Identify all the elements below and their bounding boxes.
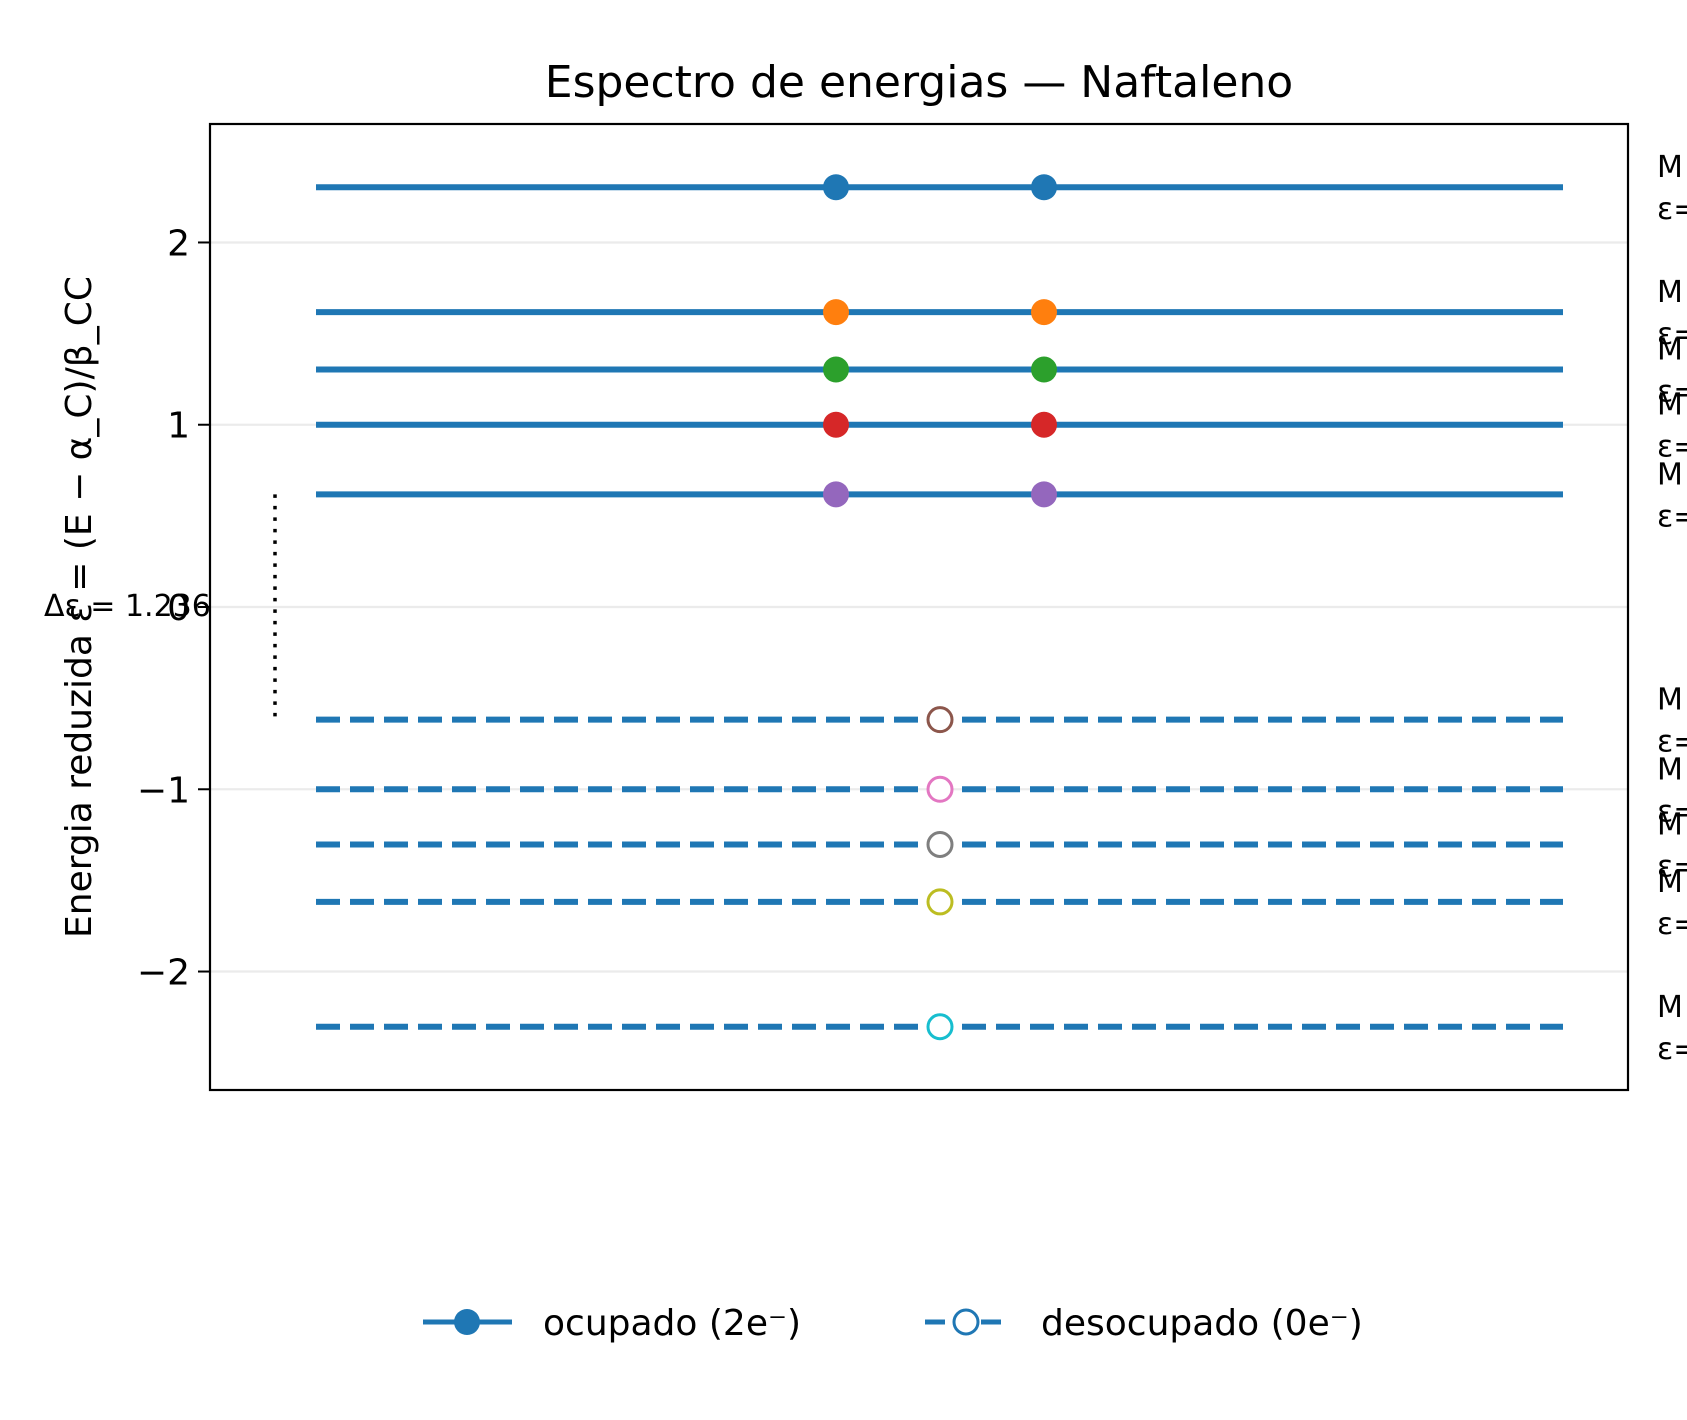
- level-label-line: M: [1657, 388, 1683, 423]
- empty-orbital-marker: [926, 888, 954, 916]
- electron-marker: [1031, 174, 1057, 201]
- level-label-energy: ε=: [1657, 849, 1687, 884]
- chart-title: Espectro de energias — Naftaleno: [545, 57, 1293, 108]
- level-label-line: M: [1657, 457, 1683, 492]
- y-tick-label: 0: [167, 588, 190, 629]
- level-label-energy: ε=: [1657, 430, 1687, 465]
- level-label-energy: ε=: [1657, 907, 1687, 942]
- legend-occupied-label: ocupado (2e⁻): [543, 1303, 801, 1344]
- electron-marker: [1031, 299, 1057, 326]
- level-label-line: M: [1657, 865, 1683, 900]
- legend-unoccupied-swatch-marker: [952, 1308, 980, 1336]
- gap-annotation-group: Δε = 1.236: [44, 494, 277, 720]
- empty-orbital-marker: [926, 1013, 954, 1041]
- grid-lines: [210, 241, 1628, 973]
- gap-label: Δε = 1.236: [44, 589, 211, 624]
- legend: ocupado (2e⁻) desocupado (0e⁻): [423, 1303, 1363, 1344]
- level-label-energy: ε=: [1657, 317, 1687, 352]
- level-labels: Mε=Mε=Mε=Mε=Mε=Mε=Mε=Mε=Mε=Mε=: [1657, 150, 1687, 1067]
- level-label-line: M: [1657, 990, 1683, 1025]
- y-tick-label: 1: [167, 406, 190, 447]
- empty-orbital-marker: [926, 706, 954, 734]
- level-label-energy: ε=: [1657, 375, 1687, 410]
- empty-orbital-marker: [926, 830, 954, 858]
- level-label-line: M: [1657, 807, 1683, 842]
- electron-marker: [823, 411, 849, 438]
- electron-marker: [1031, 481, 1057, 508]
- level-label-line: M: [1657, 683, 1683, 718]
- level-label-energy: ε=: [1657, 1032, 1687, 1067]
- y-tick-label: 2: [167, 223, 190, 264]
- level-label-line: M: [1657, 333, 1683, 368]
- legend-occupied-swatch-marker: [454, 1309, 480, 1335]
- level-label-energy: ε=: [1657, 192, 1687, 227]
- y-tick-label: −2: [137, 953, 190, 994]
- electron-marker: [1031, 411, 1057, 438]
- energy-levels: [316, 174, 1563, 1041]
- level-label-energy: ε=: [1657, 725, 1687, 760]
- electron-marker: [1031, 356, 1057, 383]
- level-label-line: M: [1657, 150, 1683, 185]
- empty-orbital-marker: [926, 775, 954, 803]
- level-label-line: M: [1657, 275, 1683, 310]
- level-label-energy: ε=: [1657, 794, 1687, 829]
- y-tick-label: −1: [137, 770, 190, 811]
- y-axis-label: Energia reduzida ε = (E − α_C)/β_CC: [59, 276, 100, 938]
- y-axis-ticks: 2 1 0 −1 −2: [137, 223, 210, 994]
- electron-marker: [823, 299, 849, 326]
- level-label-energy: ε=: [1657, 499, 1687, 534]
- electron-marker: [823, 481, 849, 508]
- level-label-line: M: [1657, 752, 1683, 787]
- electron-marker: [823, 356, 849, 383]
- electron-marker: [823, 174, 849, 201]
- legend-unoccupied-label: desocupado (0e⁻): [1041, 1303, 1363, 1344]
